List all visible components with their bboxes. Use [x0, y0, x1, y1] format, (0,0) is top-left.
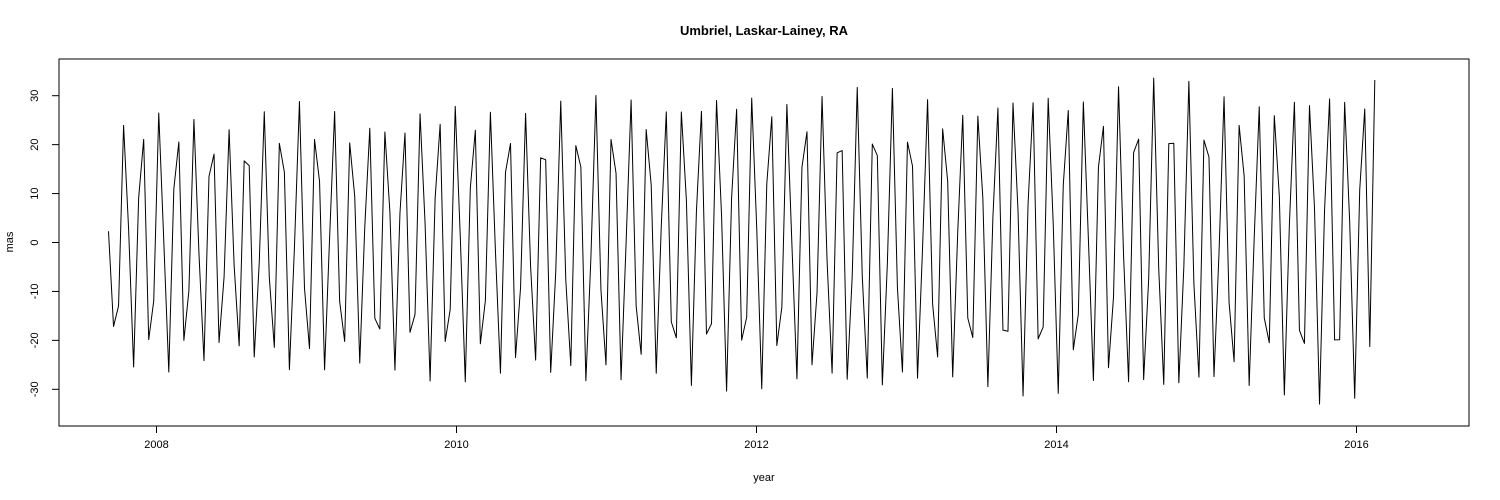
y-axis: -30 -20 -10 0 10 20 30 [29, 90, 60, 397]
x-axis-label: year [753, 472, 775, 484]
plot-frame [58, 58, 1470, 427]
x-tick-label: 2016 [1344, 439, 1368, 451]
y-tick-label: -30 [29, 381, 41, 397]
x-tick-label: 2008 [144, 439, 168, 451]
x-tick-label: 2014 [1044, 439, 1068, 451]
y-axis-label: mas [4, 231, 16, 252]
series-layer [108, 77, 1376, 405]
x-axis: 2008 2010 2012 2014 2016 [144, 425, 1369, 451]
y-tick-label: -20 [29, 332, 41, 348]
y-tick-label: 20 [29, 139, 41, 151]
chart-title: Umbriel, Laskar-Lainey, RA [680, 23, 849, 38]
series-line [108, 77, 1376, 405]
y-tick-label: 30 [29, 90, 41, 102]
x-tick-label: 2010 [444, 439, 468, 451]
y-tick-label: 0 [29, 239, 41, 245]
y-tick-label: 10 [29, 187, 41, 199]
x-tick-label: 2012 [744, 439, 768, 451]
y-tick-label: -10 [29, 283, 41, 299]
